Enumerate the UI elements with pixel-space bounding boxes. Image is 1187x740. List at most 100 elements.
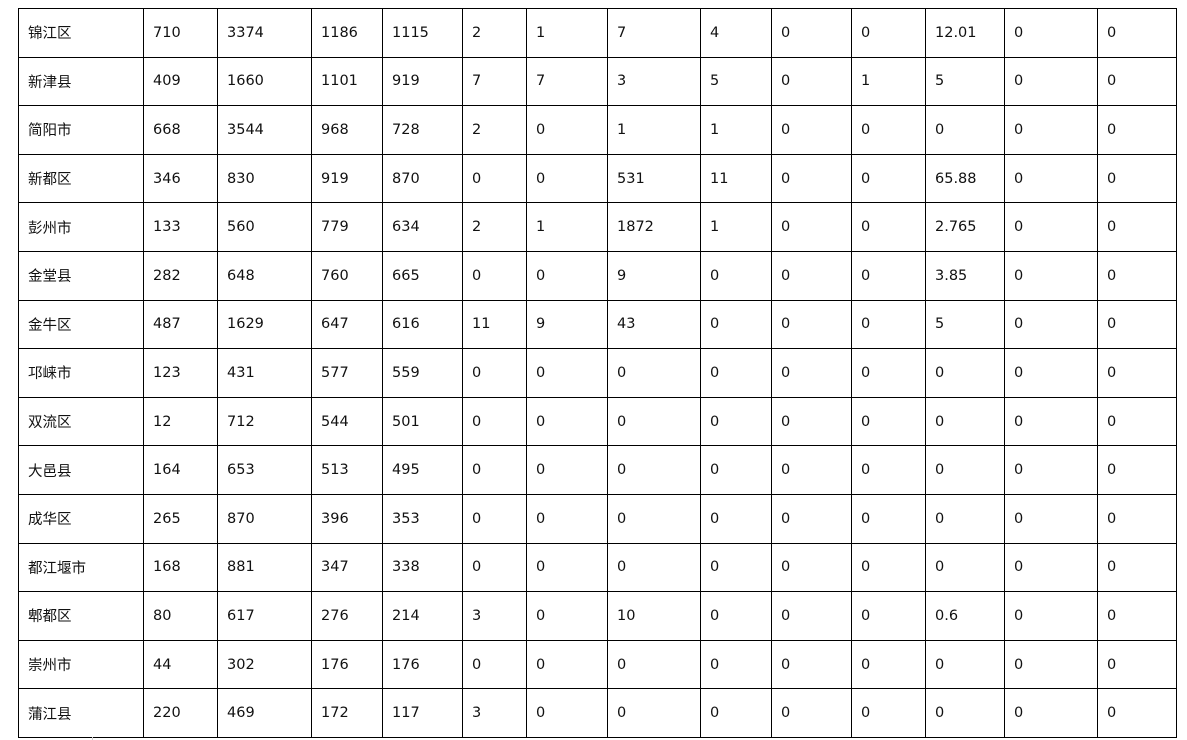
value-cell: 0 [851, 250, 926, 301]
table-row: 蒲江县 220 469 172 117 3 0 0 0 0 0 0 0 0 [18, 688, 1177, 738]
district-name-cell: 邛崃市 [18, 348, 144, 398]
value-cell: 0 [771, 445, 852, 495]
value-cell: 577 [311, 348, 383, 398]
value-cell: 0 [1097, 542, 1177, 593]
district-name-cell: 双流区 [18, 396, 144, 447]
value-cell: 634 [382, 202, 463, 252]
value-cell: 968 [311, 105, 383, 155]
value-cell: 0 [925, 542, 1005, 593]
table-row: 郫都区 80 617 276 214 3 0 10 0 0 0 0.6 0 0 [18, 591, 1177, 641]
value-cell: 0 [700, 493, 772, 544]
value-cell: 0 [1004, 542, 1098, 593]
value-cell: 1 [851, 56, 926, 107]
value-cell: 0 [1004, 299, 1098, 350]
value-cell: 0 [526, 639, 608, 690]
value-cell: 0 [1004, 348, 1098, 398]
value-cell: 0 [1097, 8, 1177, 58]
value-cell: 0 [851, 348, 926, 398]
value-cell: 0 [1097, 105, 1177, 155]
value-cell: 1101 [311, 56, 383, 107]
value-cell: 0 [851, 591, 926, 641]
page-corner-mark [92, 737, 103, 740]
value-cell: 0 [700, 396, 772, 447]
value-cell: 495 [382, 445, 463, 495]
value-cell: 0 [700, 348, 772, 398]
value-cell: 2 [462, 202, 527, 252]
value-cell: 0 [1097, 591, 1177, 641]
value-cell: 12.01 [925, 8, 1005, 58]
value-cell: 282 [143, 250, 218, 301]
value-cell: 80 [143, 591, 218, 641]
value-cell: 0 [462, 396, 527, 447]
value-cell: 338 [382, 542, 463, 593]
value-cell: 0 [526, 153, 608, 204]
value-cell: 0 [771, 105, 852, 155]
value-cell: 0 [1097, 348, 1177, 398]
value-cell: 43 [607, 299, 701, 350]
value-cell: 168 [143, 542, 218, 593]
value-cell: 2 [462, 8, 527, 58]
value-cell: 0 [925, 105, 1005, 155]
value-cell: 0 [462, 493, 527, 544]
value-cell: 0 [851, 493, 926, 544]
value-cell: 870 [217, 493, 312, 544]
value-cell: 617 [217, 591, 312, 641]
value-cell: 0 [1097, 153, 1177, 204]
value-cell: 1 [700, 105, 772, 155]
value-cell: 0 [462, 639, 527, 690]
value-cell: 346 [143, 153, 218, 204]
table-row: 崇州市 44 302 176 176 0 0 0 0 0 0 0 0 0 [18, 639, 1177, 690]
value-cell: 0 [700, 688, 772, 738]
value-cell: 220 [143, 688, 218, 738]
value-cell: 0 [771, 688, 852, 738]
value-cell: 648 [217, 250, 312, 301]
value-cell: 9 [607, 250, 701, 301]
value-cell: 779 [311, 202, 383, 252]
value-cell: 0 [851, 542, 926, 593]
value-cell: 0 [1004, 56, 1098, 107]
value-cell: 0 [1097, 493, 1177, 544]
value-cell: 0 [771, 639, 852, 690]
value-cell: 431 [217, 348, 312, 398]
value-cell: 0 [700, 445, 772, 495]
value-cell: 1115 [382, 8, 463, 58]
value-cell: 5 [925, 56, 1005, 107]
table-row: 新都区 346 830 919 870 0 0 531 11 0 0 65.88 0 0 [18, 153, 1177, 204]
value-cell: 0 [1004, 153, 1098, 204]
value-cell: 0 [700, 542, 772, 593]
value-cell: 0 [771, 56, 852, 107]
value-cell: 0 [700, 250, 772, 301]
value-cell: 4 [700, 8, 772, 58]
value-cell: 0 [526, 542, 608, 593]
table-row: 邛崃市 123 431 577 559 0 0 0 0 0 0 0 0 0 [18, 348, 1177, 398]
value-cell: 0 [607, 493, 701, 544]
value-cell: 0 [925, 493, 1005, 544]
value-cell: 830 [217, 153, 312, 204]
value-cell: 2.765 [925, 202, 1005, 252]
value-cell: 544 [311, 396, 383, 447]
value-cell: 0 [1097, 56, 1177, 107]
value-cell: 10 [607, 591, 701, 641]
table-row: 锦江区 710 3374 1186 1115 2 1 7 4 0 0 12.01 0 0 [18, 8, 1177, 58]
value-cell: 3 [462, 688, 527, 738]
value-cell: 0 [700, 639, 772, 690]
value-cell: 513 [311, 445, 383, 495]
value-cell: 0 [1004, 250, 1098, 301]
value-cell: 0 [925, 688, 1005, 738]
value-cell: 0 [771, 299, 852, 350]
value-cell: 176 [311, 639, 383, 690]
district-name-cell: 金牛区 [18, 299, 144, 350]
value-cell: 560 [217, 202, 312, 252]
table-row: 大邑县 164 653 513 495 0 0 0 0 0 0 0 0 0 [18, 445, 1177, 495]
district-name-cell: 都江堰市 [18, 542, 144, 593]
value-cell: 0 [851, 396, 926, 447]
value-cell: 0 [851, 639, 926, 690]
district-name-cell: 大邑县 [18, 445, 144, 495]
value-cell: 9 [526, 299, 608, 350]
value-cell: 870 [382, 153, 463, 204]
value-cell: 616 [382, 299, 463, 350]
value-cell: 710 [143, 8, 218, 58]
value-cell: 881 [217, 542, 312, 593]
value-cell: 0 [1004, 105, 1098, 155]
value-cell: 0 [526, 348, 608, 398]
